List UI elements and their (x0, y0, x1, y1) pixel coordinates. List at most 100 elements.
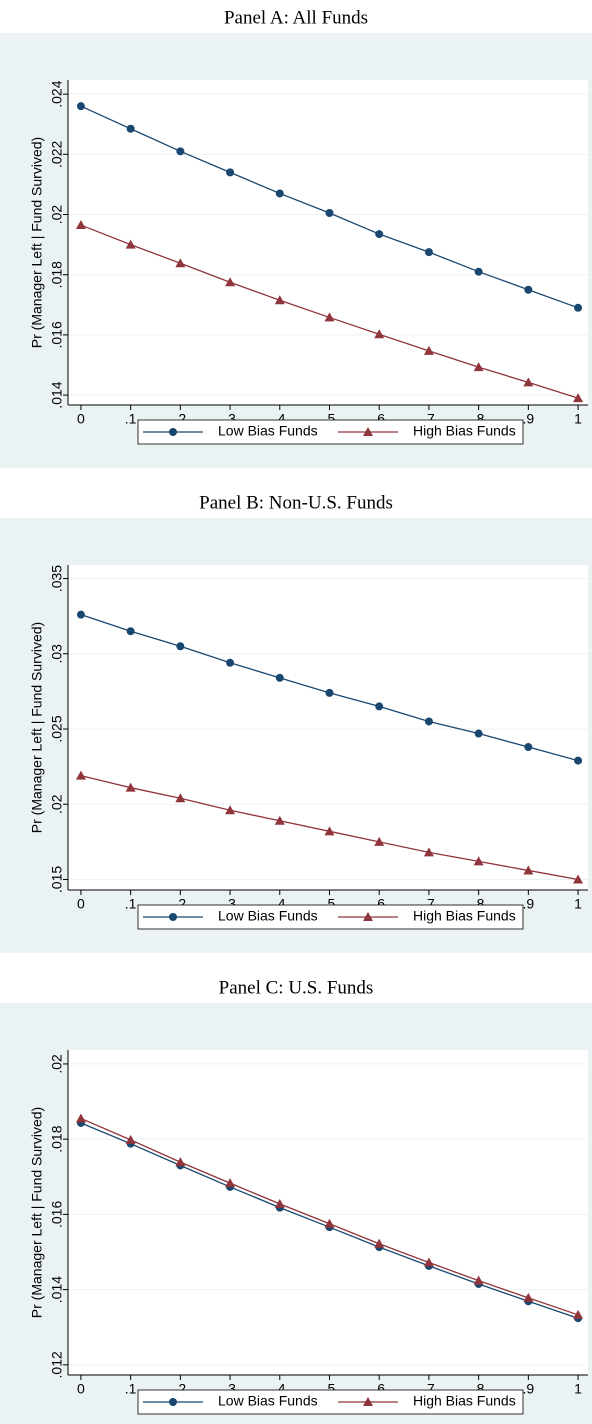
y-axis-title: Pr (Manager Left | Fund Survived) (29, 1107, 45, 1318)
marker (474, 267, 483, 276)
x-tick-label: .5 (324, 1381, 336, 1397)
marker (126, 124, 135, 133)
marker (274, 815, 285, 825)
x-tick-label: .9 (523, 411, 535, 427)
y-tick-label: .02 (49, 794, 65, 814)
x-tick-label: .3 (224, 411, 236, 427)
marker (473, 1275, 484, 1285)
marker (125, 1134, 136, 1144)
marker (175, 258, 186, 268)
y-tick-label: .02 (49, 1054, 65, 1074)
legend-label: High Bias Funds (413, 423, 516, 439)
marker (375, 702, 384, 711)
x-tick-label: .6 (373, 411, 385, 427)
x-tick-label: .4 (274, 1381, 286, 1397)
marker (75, 1113, 86, 1123)
marker (226, 168, 235, 177)
marker (325, 209, 334, 218)
marker (473, 856, 484, 866)
marker (375, 230, 384, 239)
plot-area (68, 80, 588, 405)
legend-label: Low Bias Funds (218, 423, 318, 439)
y-tick-label: .024 (49, 80, 65, 107)
marker (175, 793, 186, 803)
marker (324, 826, 335, 836)
marker (363, 1397, 373, 1406)
legend-label: Low Bias Funds (218, 1393, 318, 1409)
marker (125, 782, 136, 792)
marker (363, 912, 373, 921)
y-tick-label: .014 (49, 1276, 65, 1303)
marker (374, 836, 385, 846)
marker (573, 1309, 584, 1319)
marker (225, 1178, 236, 1188)
y-tick-label: .035 (49, 565, 65, 592)
y-tick-label: .014 (49, 381, 65, 408)
y-tick-label: .018 (49, 261, 65, 288)
x-tick-label: .8 (473, 1381, 485, 1397)
marker (574, 303, 583, 312)
marker (324, 1218, 335, 1228)
marker (76, 610, 85, 619)
marker (75, 220, 86, 230)
marker (524, 743, 533, 752)
marker (523, 377, 534, 387)
y-tick-label: .015 (49, 866, 65, 893)
marker (424, 248, 433, 257)
y-tick-label: .022 (49, 140, 65, 167)
x-tick-label: .8 (473, 411, 485, 427)
marker (574, 756, 583, 765)
y-tick-label: .018 (49, 1125, 65, 1152)
marker (423, 345, 434, 355)
x-tick-label: .2 (175, 1381, 187, 1397)
plot-area (68, 1050, 588, 1375)
y-tick-label: .03 (49, 644, 65, 664)
x-tick-label: .1 (125, 896, 137, 912)
x-tick-label: .3 (224, 1381, 236, 1397)
marker (363, 427, 373, 436)
x-tick-label: .7 (423, 411, 435, 427)
marker (225, 805, 236, 815)
marker (474, 729, 483, 738)
x-tick-label: .3 (224, 896, 236, 912)
x-tick-label: .4 (274, 411, 286, 427)
legend-label: Low Bias Funds (218, 908, 318, 924)
x-tick-label: .5 (324, 896, 336, 912)
x-tick-label: 1 (574, 411, 582, 427)
x-tick-label: 0 (77, 896, 85, 912)
marker (175, 1157, 186, 1167)
y-axis-title: Pr (Manager Left | Fund Survived) (29, 622, 45, 833)
marker (523, 1292, 534, 1302)
marker (169, 1398, 177, 1406)
marker (126, 627, 135, 636)
panel-title: Panel B: Non-U.S. Funds (199, 492, 393, 513)
plot-area (68, 565, 588, 890)
panel-title: Panel A: All Funds (224, 7, 368, 28)
marker (423, 1257, 434, 1267)
x-tick-label: .2 (175, 411, 187, 427)
x-tick-label: .7 (423, 1381, 435, 1397)
marker (524, 285, 533, 294)
panel-title: Panel C: U.S. Funds (219, 977, 374, 998)
marker (226, 658, 235, 667)
x-tick-label: .9 (523, 896, 535, 912)
marker (274, 295, 285, 305)
marker (523, 865, 534, 875)
marker (225, 277, 236, 287)
x-tick-label: .1 (125, 1381, 137, 1397)
marker (275, 189, 284, 198)
marker (573, 874, 584, 884)
marker (75, 770, 86, 780)
legend-label: High Bias Funds (413, 908, 516, 924)
marker (76, 102, 85, 111)
marker (274, 1198, 285, 1208)
x-tick-label: .1 (125, 411, 137, 427)
x-tick-label: .5 (324, 411, 336, 427)
x-tick-label: .9 (523, 1381, 535, 1397)
y-tick-label: .016 (49, 321, 65, 348)
x-tick-label: .2 (175, 896, 187, 912)
x-tick-label: .8 (473, 896, 485, 912)
x-tick-label: 1 (574, 896, 582, 912)
x-tick-label: .6 (373, 1381, 385, 1397)
x-tick-label: 1 (574, 1381, 582, 1397)
